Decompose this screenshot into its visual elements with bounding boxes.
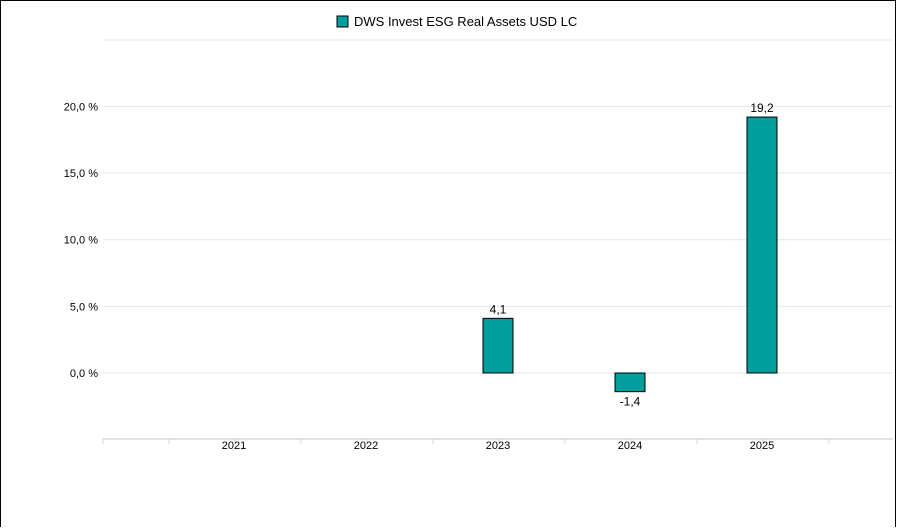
bars xyxy=(482,116,778,393)
x-tick-label: 2022 xyxy=(354,440,378,452)
data-label: -1,4 xyxy=(620,395,641,409)
y-tick-label: 5,0 % xyxy=(70,301,98,313)
data-labels: 4,1 -1,4 19,2 xyxy=(490,101,774,409)
x-tick-label: 2025 xyxy=(750,440,774,452)
legend: DWS Invest ESG Real Assets USD LC xyxy=(336,14,577,29)
legend-label: DWS Invest ESG Real Assets USD LC xyxy=(354,14,577,29)
y-tick-label: 20,0 % xyxy=(64,101,98,113)
y-tick-label: 15,0 % xyxy=(64,168,98,180)
legend-swatch xyxy=(336,15,349,28)
y-tick-label: 10,0 % xyxy=(64,235,98,247)
y-tick-labels: 0,0 % 5,0 % 10,0 % 15,0 % 20,0 % xyxy=(64,101,98,380)
data-label: 19,2 xyxy=(750,101,774,115)
data-label: 4,1 xyxy=(490,302,507,316)
x-tick-label: 2021 xyxy=(222,440,246,452)
x-tick-label: 2024 xyxy=(618,440,642,452)
bar xyxy=(482,317,514,374)
bar xyxy=(614,372,646,393)
x-axis: 2021 2022 2023 2024 2025 xyxy=(102,438,893,452)
bar xyxy=(746,116,778,374)
x-tick-label: 2023 xyxy=(486,440,510,452)
y-tick-label: 0,0 % xyxy=(70,368,98,380)
